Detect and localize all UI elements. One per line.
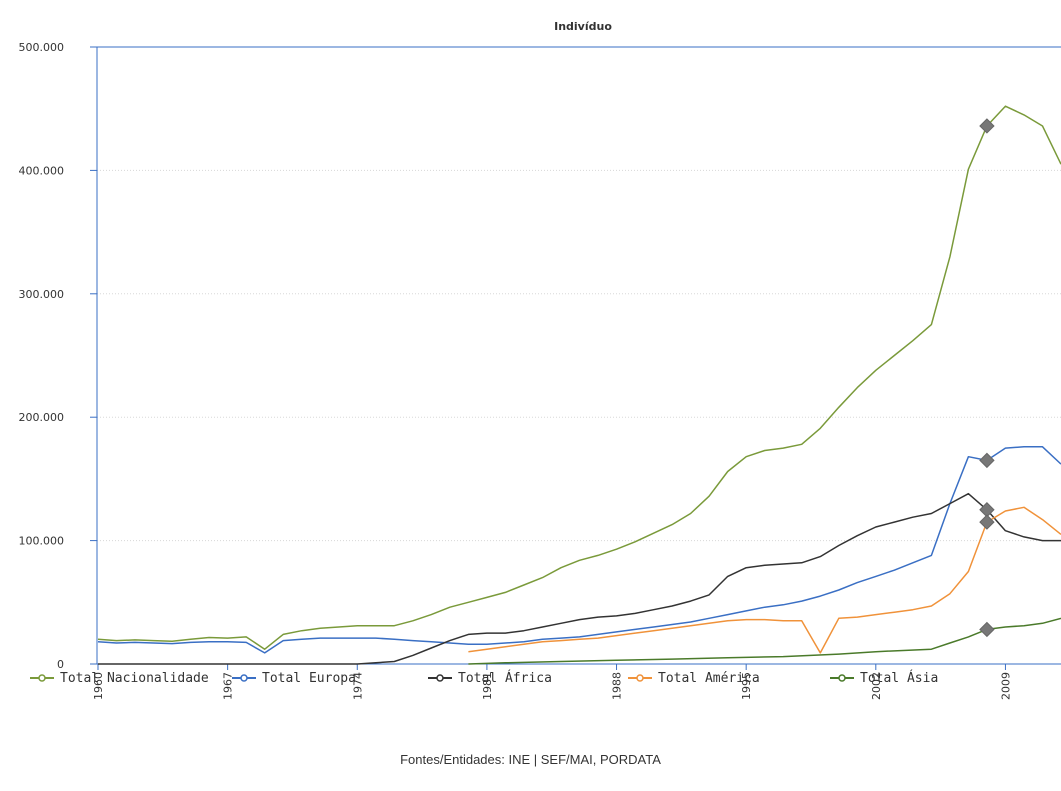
series-lines — [97, 105, 1061, 665]
legend-label-total-nacionalidade: Total Nacionalidade — [60, 670, 209, 686]
legend-marker-total-europa — [232, 674, 256, 682]
x-tick-label-1: 1967 — [222, 672, 235, 700]
legend-label-total-america: Total América — [658, 670, 760, 686]
x-tick-label-5: 1995 — [740, 672, 753, 700]
legend-label-total-asia: Total Ásia — [860, 670, 939, 686]
highlight-markers — [979, 118, 995, 638]
series-line-2 — [98, 492, 1061, 665]
axes: 0 100.000 200.000 300.000 400.000 500.000 1960… — [19, 41, 1061, 700]
x-tick-label-0: 1960 — [92, 672, 105, 700]
x-tick-label-4: 1988 — [611, 672, 624, 700]
y-tick-label-1: 100.000 — [19, 535, 65, 548]
series-line-0 — [97, 105, 1061, 650]
legend-marker-total-nacionalidade — [30, 674, 54, 682]
highlight-marker-1 — [979, 452, 995, 469]
legend-marker-total-america — [628, 674, 652, 682]
x-tick-label-7: 2009 — [999, 672, 1012, 700]
x-tick-label-6: 2002 — [870, 672, 883, 700]
line-chart: 0 100.000 200.000 300.000 400.000 500.000 1960… — [19, 20, 1061, 700]
legend-item-total-america[interactable]: Total América — [628, 668, 760, 688]
gridlines — [97, 169, 1061, 542]
legend-item-total-nacionalidade[interactable]: Total Nacionalidade — [30, 668, 209, 688]
x-tick-label-3: 1981 — [481, 672, 494, 700]
legend: Total Nacionalidade Total Europa Total Á… — [20, 668, 1050, 688]
legend-item-total-africa[interactable]: Total África — [428, 668, 552, 688]
legend-marker-total-africa — [428, 674, 452, 682]
y-tick-label-3: 300.000 — [19, 288, 65, 301]
series-line-1 — [97, 446, 1061, 654]
y-tick-label-0: 0 — [57, 658, 64, 671]
highlight-marker-0 — [979, 118, 995, 134]
x-tick-label-2: 1974 — [351, 672, 364, 700]
y-tick-label-2: 200.000 — [19, 411, 65, 424]
legend-item-total-europa[interactable]: Total Europa — [232, 668, 356, 688]
legend-item-total-asia[interactable]: Total Ásia — [830, 668, 938, 688]
y-tick-label-4: 400.000 — [19, 164, 65, 177]
series-line-4 — [468, 617, 1061, 665]
series-line-3 — [468, 506, 1061, 654]
highlight-marker-4 — [979, 621, 995, 638]
highlight-marker-3 — [979, 514, 995, 530]
legend-label-total-africa: Total África — [458, 670, 552, 686]
chart-title: Indivíduo — [554, 20, 612, 33]
source-note: Fontes/Entidades: INE | SEF/MAI, PORDATA — [400, 752, 661, 767]
legend-marker-total-asia — [830, 674, 854, 682]
legend-label-total-europa: Total Europa — [262, 670, 356, 686]
y-tick-label-5: 500.000 — [19, 41, 65, 54]
